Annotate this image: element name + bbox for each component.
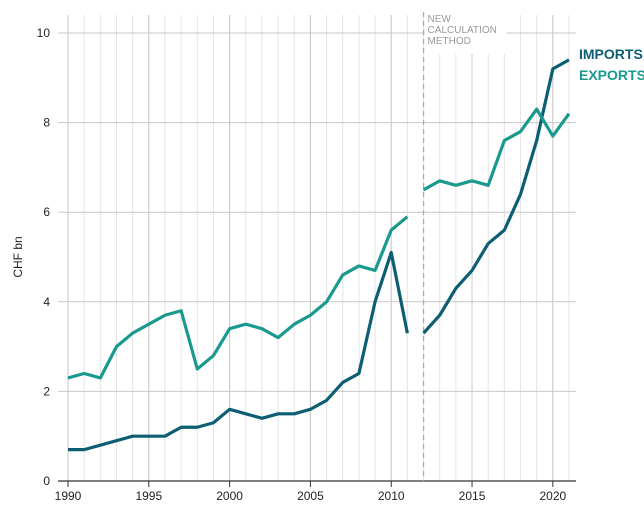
annotation: NEW — [428, 14, 452, 25]
y-tick-label: 10 — [37, 26, 51, 40]
x-tick-label: 2005 — [297, 489, 324, 503]
y-tick-label: 0 — [43, 474, 50, 488]
y-tick-label: 6 — [43, 205, 50, 219]
annotation-bg — [424, 12, 507, 54]
line — [67, 107, 571, 380]
y-tick-label: 2 — [43, 384, 50, 398]
x-tick-label: 2020 — [539, 489, 566, 503]
x-tick-label: 1990 — [55, 489, 82, 503]
x-tick-label: 2000 — [216, 489, 243, 503]
y-tick-label: 4 — [43, 295, 50, 309]
legend-label: IMPORTS — [579, 46, 643, 62]
annotation: CALCULATION — [428, 25, 497, 36]
y-axis-label: CHF bn — [11, 236, 25, 277]
x-tick-label: 2015 — [459, 489, 486, 503]
annotation: METHOD — [428, 36, 471, 47]
y-tick-label: 8 — [43, 116, 50, 130]
legend-label: EXPORTS — [579, 67, 644, 83]
line — [68, 58, 570, 452]
x-tick-label: 1995 — [135, 489, 162, 503]
x-tick-label: 2010 — [378, 489, 405, 503]
